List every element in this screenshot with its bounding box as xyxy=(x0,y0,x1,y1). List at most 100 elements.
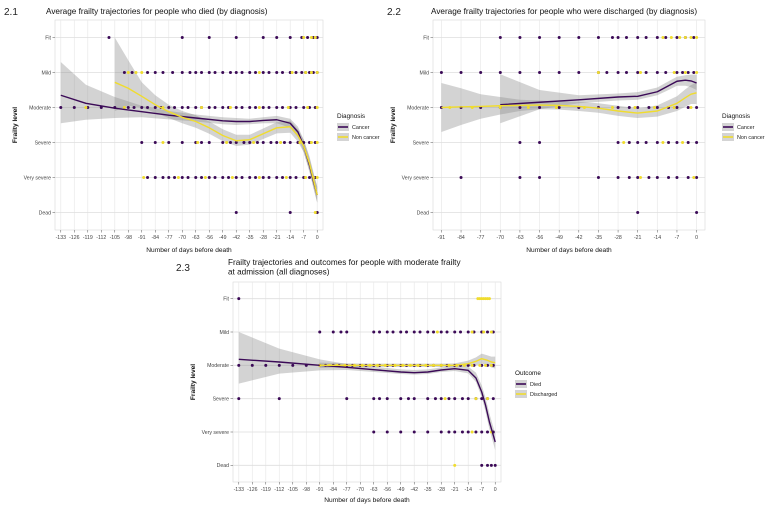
data-point xyxy=(605,71,609,74)
y-tick-label: Very severe xyxy=(202,430,230,436)
data-point xyxy=(596,71,600,74)
data-point xyxy=(538,71,542,74)
data-point xyxy=(596,36,600,39)
data-point xyxy=(439,430,443,434)
data-point xyxy=(275,176,279,179)
legend-title: Outcome xyxy=(515,370,541,377)
data-point xyxy=(372,430,376,434)
x-tick-label: -84 xyxy=(152,235,160,241)
data-point xyxy=(228,106,232,109)
data-point xyxy=(84,106,88,109)
ci-ribbon-non-cancer xyxy=(441,82,697,132)
data-point xyxy=(161,176,165,179)
data-point xyxy=(213,176,217,179)
plot-area xyxy=(432,19,706,231)
data-point xyxy=(281,106,285,109)
data-point xyxy=(140,71,144,74)
data-point xyxy=(318,330,322,334)
data-point xyxy=(146,176,150,179)
data-point xyxy=(686,106,690,109)
data-point xyxy=(227,176,231,179)
data-point xyxy=(207,36,211,39)
data-point xyxy=(237,363,241,367)
data-point xyxy=(313,36,317,39)
data-point xyxy=(695,36,699,39)
data-point xyxy=(616,71,620,74)
x-tick-label: 0 xyxy=(494,487,497,493)
y-tick-label: Fit xyxy=(423,35,429,41)
x-tick-label: -56 xyxy=(383,487,391,493)
x-tick-label: -70 xyxy=(179,235,187,241)
data-point xyxy=(412,330,416,334)
x-tick-label: -70 xyxy=(357,487,365,493)
data-point xyxy=(616,106,620,109)
data-point xyxy=(655,106,659,109)
data-point xyxy=(486,463,490,467)
data-point xyxy=(447,397,451,401)
data-point xyxy=(498,71,502,74)
data-point xyxy=(315,71,319,74)
data-point xyxy=(234,211,238,214)
data-point xyxy=(275,36,279,39)
data-point xyxy=(412,430,416,434)
data-point xyxy=(203,176,207,179)
data-point xyxy=(639,176,643,179)
data-point xyxy=(538,176,542,179)
data-point xyxy=(207,141,211,144)
y-tick-label: Dead xyxy=(217,463,230,469)
data-point xyxy=(681,71,685,74)
data-point xyxy=(518,106,522,109)
x-tick-label: -21 xyxy=(451,487,459,493)
y-tick-label: Very severe xyxy=(402,175,430,181)
trend-line-discharged xyxy=(319,357,496,367)
data-point xyxy=(207,106,211,109)
y-axis-title: Frailty level xyxy=(190,364,197,400)
x-tick-label: -91 xyxy=(438,235,446,241)
data-point xyxy=(288,36,292,39)
data-point xyxy=(526,106,530,109)
data-point xyxy=(161,71,165,74)
data-point xyxy=(234,36,238,39)
data-point xyxy=(426,330,430,334)
x-tick-label: -91 xyxy=(316,487,324,493)
data-point xyxy=(695,106,699,109)
data-point xyxy=(315,106,319,109)
x-tick-label: 0 xyxy=(695,235,698,241)
legend-title: Diagnosis xyxy=(722,113,750,120)
data-point xyxy=(313,211,317,214)
data-point xyxy=(406,397,410,401)
data-point xyxy=(683,36,687,39)
data-point xyxy=(275,106,279,109)
data-point xyxy=(426,397,430,401)
data-point xyxy=(647,176,651,179)
data-point xyxy=(237,297,241,301)
data-point xyxy=(385,397,389,401)
data-point xyxy=(221,176,225,179)
x-tick-label: -98 xyxy=(125,235,133,241)
y-tick-label: Fit xyxy=(223,296,229,302)
data-point xyxy=(267,71,271,74)
data-point xyxy=(279,141,283,144)
y-tick-label: Mild xyxy=(219,330,229,336)
data-point xyxy=(470,430,474,434)
data-point xyxy=(180,176,184,179)
data-point xyxy=(489,330,493,334)
data-point xyxy=(306,36,310,39)
data-point xyxy=(372,397,376,401)
chart-title: Average frailty trajectories for people … xyxy=(431,7,697,16)
data-point xyxy=(242,141,246,144)
x-tick-label: -84 xyxy=(457,235,465,241)
x-tick-label: -49 xyxy=(219,235,227,241)
panel-label: 2.2 xyxy=(387,7,401,18)
data-point xyxy=(200,176,204,179)
data-point xyxy=(186,106,190,109)
data-point xyxy=(230,176,234,179)
data-point xyxy=(290,71,294,74)
data-point xyxy=(405,330,409,334)
y-tick-label: Mild xyxy=(419,70,429,76)
x-tick-label: -35 xyxy=(424,487,432,493)
x-tick-label: -7 xyxy=(301,235,306,241)
x-tick-label: -105 xyxy=(110,235,120,241)
y-tick-label: Mild xyxy=(41,70,51,76)
data-point xyxy=(240,106,244,109)
